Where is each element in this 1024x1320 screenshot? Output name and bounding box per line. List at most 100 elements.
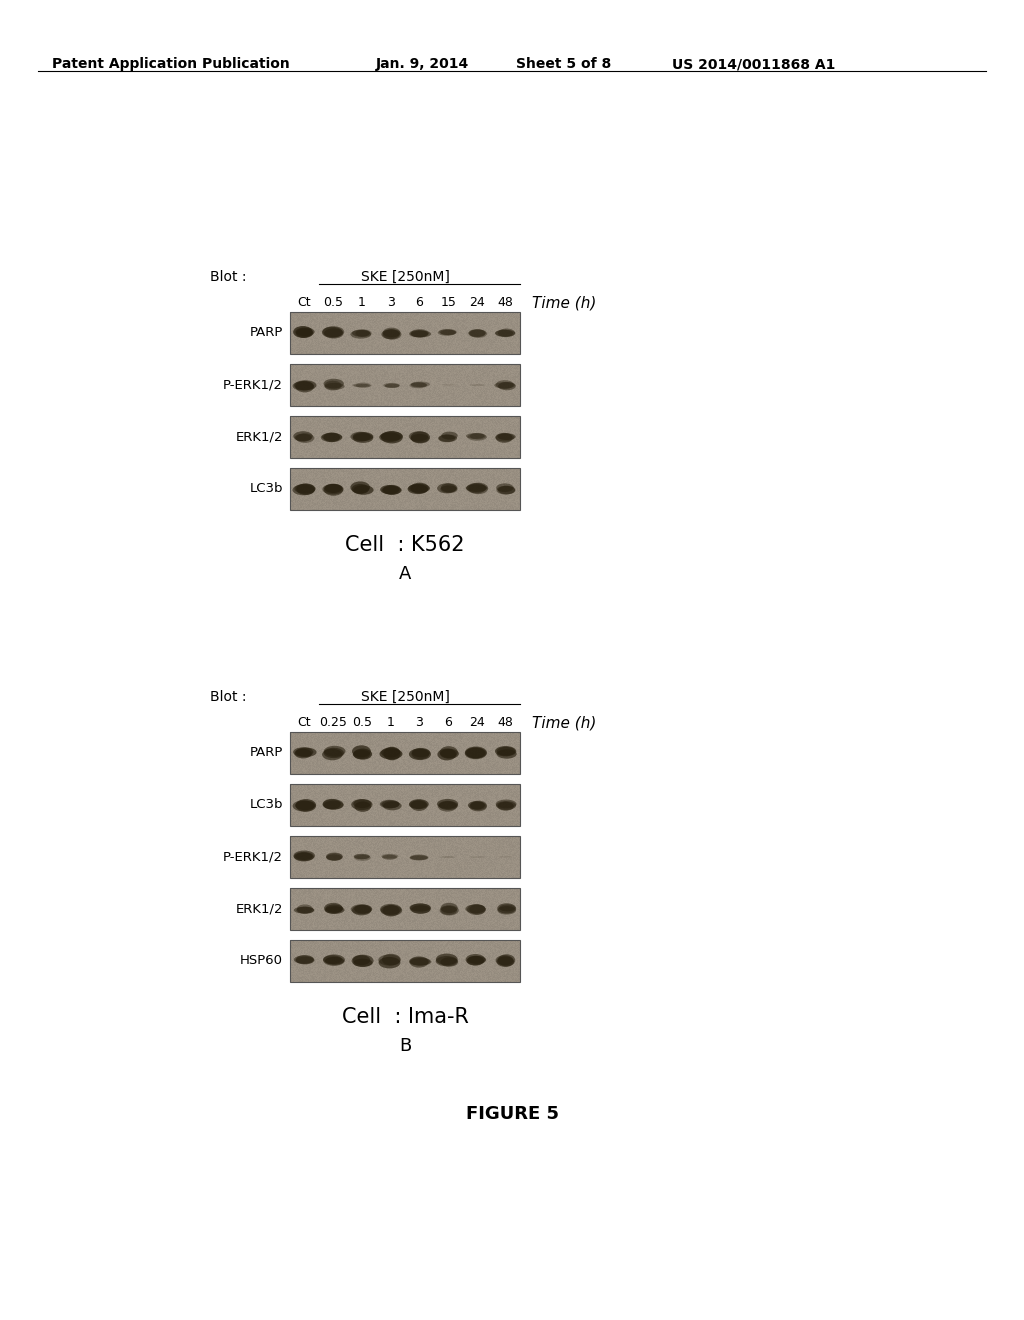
Ellipse shape xyxy=(324,746,345,756)
Ellipse shape xyxy=(468,483,488,494)
Text: 0.5: 0.5 xyxy=(324,296,343,309)
Bar xyxy=(290,312,520,354)
Ellipse shape xyxy=(383,747,400,760)
Text: ERK1/2: ERK1/2 xyxy=(236,430,283,444)
Ellipse shape xyxy=(495,746,516,756)
Ellipse shape xyxy=(410,855,428,861)
Ellipse shape xyxy=(411,383,427,388)
Ellipse shape xyxy=(467,956,484,966)
Text: 1: 1 xyxy=(387,715,394,729)
Ellipse shape xyxy=(437,330,456,335)
Ellipse shape xyxy=(381,854,398,858)
Ellipse shape xyxy=(296,483,315,495)
Ellipse shape xyxy=(466,954,485,965)
Ellipse shape xyxy=(439,329,457,335)
Ellipse shape xyxy=(354,801,371,812)
Ellipse shape xyxy=(380,432,402,441)
Ellipse shape xyxy=(410,903,431,913)
Ellipse shape xyxy=(408,484,428,494)
Ellipse shape xyxy=(296,799,316,812)
Ellipse shape xyxy=(353,748,372,760)
Ellipse shape xyxy=(351,484,369,494)
Ellipse shape xyxy=(497,956,514,968)
Ellipse shape xyxy=(468,801,485,809)
Ellipse shape xyxy=(468,330,485,337)
Ellipse shape xyxy=(467,956,486,964)
Ellipse shape xyxy=(324,747,344,758)
Ellipse shape xyxy=(321,433,342,442)
Ellipse shape xyxy=(440,748,459,759)
Text: 48: 48 xyxy=(498,296,514,309)
Ellipse shape xyxy=(322,327,343,338)
Text: PARP: PARP xyxy=(250,747,283,759)
Ellipse shape xyxy=(353,800,372,808)
Text: 24: 24 xyxy=(469,715,484,729)
Ellipse shape xyxy=(495,330,515,337)
Ellipse shape xyxy=(497,483,514,492)
Ellipse shape xyxy=(382,486,401,495)
Ellipse shape xyxy=(470,801,486,810)
Ellipse shape xyxy=(325,380,342,391)
Ellipse shape xyxy=(382,954,400,965)
Ellipse shape xyxy=(496,801,516,810)
Ellipse shape xyxy=(466,747,485,759)
Ellipse shape xyxy=(293,381,313,391)
Ellipse shape xyxy=(381,747,400,758)
Ellipse shape xyxy=(296,329,313,338)
Ellipse shape xyxy=(498,903,516,913)
Ellipse shape xyxy=(352,384,369,387)
Text: 0.5: 0.5 xyxy=(352,715,372,729)
Ellipse shape xyxy=(382,855,397,859)
Ellipse shape xyxy=(411,483,429,494)
Ellipse shape xyxy=(497,747,515,755)
Bar xyxy=(290,733,520,774)
Text: Ct: Ct xyxy=(298,296,311,309)
Text: 15: 15 xyxy=(440,296,456,309)
Ellipse shape xyxy=(497,486,515,495)
Ellipse shape xyxy=(409,432,428,441)
Ellipse shape xyxy=(294,851,314,862)
Text: HSP60: HSP60 xyxy=(240,954,283,968)
Ellipse shape xyxy=(324,433,340,442)
Ellipse shape xyxy=(410,904,431,912)
Ellipse shape xyxy=(324,801,344,809)
Text: A: A xyxy=(398,565,412,583)
Ellipse shape xyxy=(294,956,313,964)
Text: P-ERK1/2: P-ERK1/2 xyxy=(223,379,283,392)
Ellipse shape xyxy=(410,958,431,965)
Ellipse shape xyxy=(411,381,430,387)
Text: B: B xyxy=(399,1038,411,1055)
Ellipse shape xyxy=(436,953,458,965)
Ellipse shape xyxy=(379,433,400,442)
Ellipse shape xyxy=(325,484,342,494)
Ellipse shape xyxy=(411,434,429,442)
Ellipse shape xyxy=(293,747,313,756)
Ellipse shape xyxy=(354,855,371,861)
Ellipse shape xyxy=(378,954,400,966)
Text: PARP: PARP xyxy=(250,326,283,339)
Ellipse shape xyxy=(326,904,343,913)
Ellipse shape xyxy=(440,330,457,335)
Ellipse shape xyxy=(437,748,457,760)
Ellipse shape xyxy=(385,384,399,388)
Ellipse shape xyxy=(465,747,486,759)
Text: 1: 1 xyxy=(358,296,366,309)
Ellipse shape xyxy=(411,800,427,810)
Text: LC3b: LC3b xyxy=(250,483,283,495)
Text: Time (h): Time (h) xyxy=(532,715,596,731)
Ellipse shape xyxy=(353,486,374,495)
Ellipse shape xyxy=(380,800,399,808)
Ellipse shape xyxy=(439,857,455,858)
Ellipse shape xyxy=(295,853,312,861)
Ellipse shape xyxy=(496,330,513,337)
Ellipse shape xyxy=(465,747,486,758)
Ellipse shape xyxy=(437,483,457,494)
Ellipse shape xyxy=(469,329,485,337)
Ellipse shape xyxy=(411,329,429,338)
Ellipse shape xyxy=(469,801,486,812)
Ellipse shape xyxy=(354,904,372,913)
Ellipse shape xyxy=(295,801,315,810)
Ellipse shape xyxy=(409,957,430,966)
Bar xyxy=(290,469,520,510)
Text: P-ERK1/2: P-ERK1/2 xyxy=(223,850,283,863)
